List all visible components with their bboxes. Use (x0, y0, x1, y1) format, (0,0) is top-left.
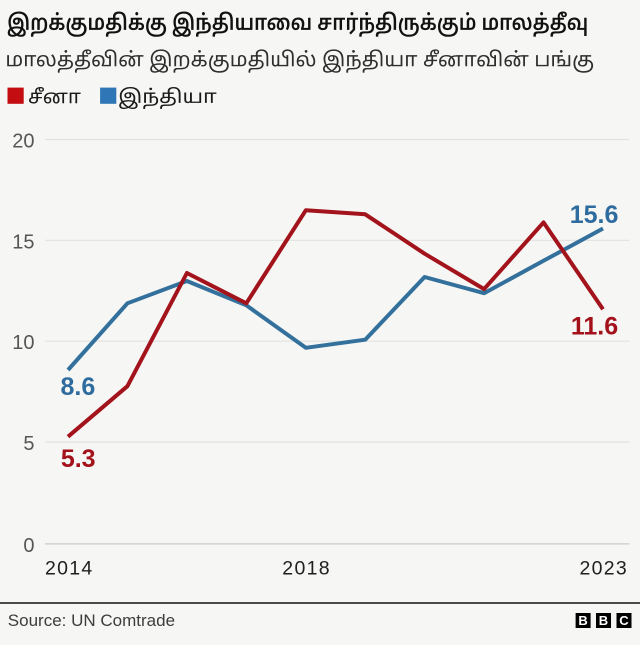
svg-text:5: 5 (23, 433, 34, 455)
svg-text:15.6: 15.6 (570, 201, 619, 229)
svg-text:0: 0 (23, 535, 34, 557)
svg-text:Source: UN Comtrade: Source: UN Comtrade (8, 611, 175, 630)
svg-text:2014: 2014 (45, 558, 94, 580)
svg-text:B: B (578, 613, 587, 628)
svg-text:C: C (619, 613, 629, 628)
svg-text:5.3: 5.3 (61, 445, 96, 473)
svg-text:15: 15 (12, 231, 34, 253)
svg-text:10: 10 (12, 332, 34, 354)
svg-text:8.6: 8.6 (61, 373, 96, 401)
svg-text:2023: 2023 (580, 558, 629, 580)
svg-text:B: B (599, 613, 608, 628)
svg-text:20: 20 (12, 131, 34, 153)
svg-text:2018: 2018 (282, 558, 331, 580)
svg-text:11.6: 11.6 (571, 312, 618, 340)
